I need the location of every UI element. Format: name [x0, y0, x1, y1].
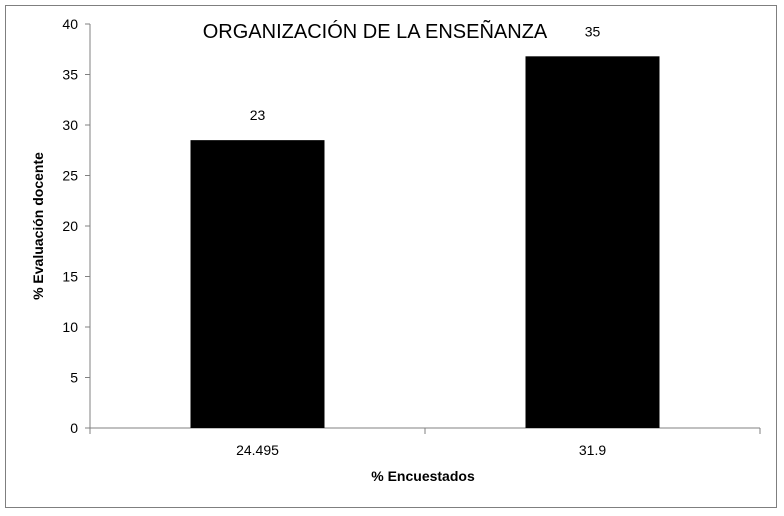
y-tick-label: 25	[62, 168, 78, 184]
data-labels: 23 35	[250, 23, 601, 123]
chart-title: ORGANIZACIÓN DE LA ENSEÑANZA	[203, 19, 548, 43]
bar	[190, 140, 325, 428]
y-axis-title: % Evaluación docente	[30, 152, 46, 300]
y-tick-label: 15	[62, 269, 78, 285]
bar	[525, 56, 660, 428]
y-tick-label: 0	[70, 420, 78, 436]
x-tick-label: 31.9	[579, 442, 606, 458]
data-label: 35	[585, 23, 601, 39]
x-axis-title: % Encuestados	[371, 468, 475, 484]
y-axis: 0 5 10 15 20 25 30 35 40	[62, 16, 91, 436]
y-tick-label: 40	[62, 16, 78, 32]
y-tick-label: 30	[62, 117, 78, 133]
x-tick-label: 24.495	[236, 442, 279, 458]
y-tick-label: 5	[70, 370, 78, 386]
y-tick-label: 35	[62, 67, 78, 83]
data-label: 23	[250, 107, 266, 123]
y-tick-label: 20	[62, 218, 78, 234]
y-tick-label: 10	[62, 319, 78, 335]
x-axis: 24.495 31.9	[89, 427, 761, 458]
bars	[190, 56, 660, 428]
